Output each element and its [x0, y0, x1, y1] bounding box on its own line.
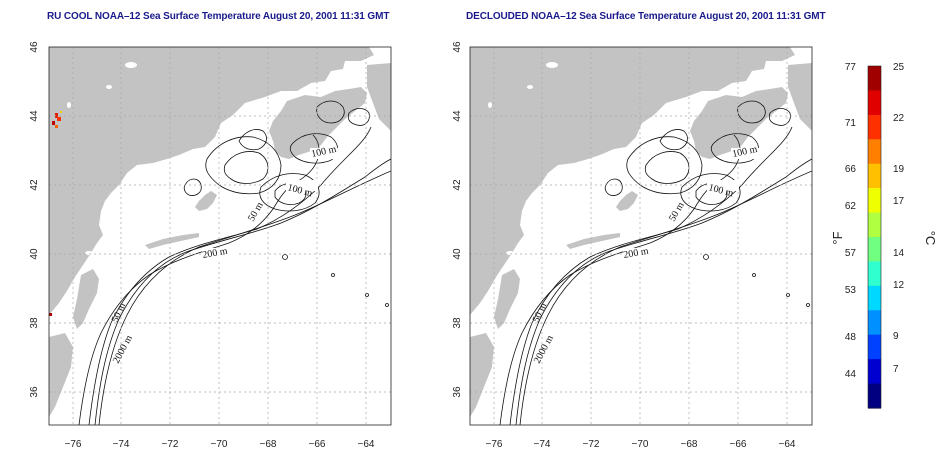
fahrenheit-tick-label: 48 — [845, 332, 857, 343]
colorbar-frame — [867, 65, 882, 409]
colorbar-fahrenheit-ticks: 77 71 66 62 57 53 48 44 — [845, 62, 857, 380]
x-tick-label: −76 — [486, 439, 503, 450]
x-tick-label: −70 — [211, 439, 228, 450]
x-tick-label: −74 — [113, 439, 130, 450]
y-tick-label: 38 — [452, 317, 463, 329]
contour-label: 200 m — [623, 246, 650, 261]
right-frame — [469, 46, 813, 426]
colorbar-celsius-ticks: 25 22 19 17 14 12 9 7 — [893, 62, 905, 375]
right-y-axis: 36 38 40 42 44 46 — [452, 41, 463, 398]
x-tick-label: −72 — [162, 439, 179, 450]
colorbar-cell — [868, 66, 881, 92]
celsius-tick-label: 14 — [893, 248, 905, 259]
colorbar-cell — [868, 359, 881, 385]
y-tick-label: 42 — [452, 179, 463, 191]
y-tick-label: 40 — [29, 248, 40, 260]
x-tick-label: −64 — [779, 439, 796, 450]
fahrenheit-tick-label: 66 — [845, 164, 857, 175]
fahrenheit-tick-label: 71 — [845, 118, 857, 129]
fahrenheit-tick-label: 57 — [845, 248, 857, 259]
fahrenheit-tick-label: 77 — [845, 62, 857, 73]
y-tick-label: 46 — [29, 41, 40, 53]
x-tick-label: −68 — [681, 439, 698, 450]
colorbar-cell — [868, 212, 881, 238]
y-tick-label: 44 — [452, 110, 463, 122]
colorbar-cell — [868, 261, 881, 287]
y-tick-label: 36 — [29, 386, 40, 398]
fahrenheit-tick-label: 44 — [845, 369, 857, 380]
fahrenheit-tick-label: 62 — [845, 201, 857, 212]
colorbar-cell — [868, 163, 881, 189]
y-tick-label: 40 — [452, 248, 463, 260]
celsius-tick-label: 25 — [893, 62, 905, 73]
left-y-axis: 36 38 40 42 44 46 — [29, 41, 40, 398]
x-tick-label: −66 — [730, 439, 747, 450]
right-map-panel: 100 m 100 m 50 m 200 m 50 m 2000 m −76 −… — [452, 41, 813, 450]
fahrenheit-unit-label: °F — [830, 231, 845, 244]
fahrenheit-tick-label: 53 — [845, 285, 857, 296]
celsius-unit-label: °C — [923, 231, 938, 246]
colorbar-cell — [868, 383, 881, 409]
celsius-tick-label: 22 — [893, 113, 905, 124]
y-tick-label: 46 — [452, 41, 463, 53]
right-panel-title: DECLOUDED NOAA–12 Sea Surface Temperatur… — [466, 11, 826, 22]
left-map-panel: 100 m 100 m 50 m 200 m 50 m 2000 m −76 −… — [29, 41, 392, 450]
celsius-tick-label: 7 — [893, 364, 899, 375]
contour-label: 200 m — [202, 246, 229, 261]
x-tick-label: −72 — [583, 439, 600, 450]
colorbar-cell — [868, 310, 881, 336]
colorbar-cell — [868, 334, 881, 360]
left-x-axis: −76 −74 −72 −70 −68 −66 −64 — [65, 439, 375, 450]
contour-label: 100 m — [731, 144, 758, 160]
left-panel-title: RU COOL NOAA–12 Sea Surface Temperature … — [47, 11, 390, 22]
celsius-tick-label: 9 — [893, 331, 899, 342]
left-grid — [49, 47, 391, 425]
celsius-tick-label: 17 — [893, 196, 905, 207]
colorbar-cell — [868, 90, 881, 116]
colorbar-cell — [868, 237, 881, 263]
y-tick-label: 38 — [29, 317, 40, 329]
celsius-tick-label: 19 — [893, 164, 905, 175]
y-tick-label: 44 — [29, 110, 40, 122]
x-tick-label: −76 — [65, 439, 82, 450]
x-tick-label: −74 — [534, 439, 551, 450]
x-tick-label: −64 — [358, 439, 375, 450]
colorbar-cell — [868, 114, 881, 140]
y-tick-label: 36 — [452, 386, 463, 398]
left-frame — [48, 46, 392, 426]
colorbar-cell — [868, 139, 881, 165]
colorbar-cell — [868, 285, 881, 311]
x-tick-label: −66 — [309, 439, 326, 450]
colorbar: 77 71 66 62 57 53 48 44 25 22 19 17 14 1… — [830, 62, 938, 409]
left-sst-pixels — [49, 111, 62, 316]
colorbar-cell — [868, 188, 881, 214]
contour-label: 100 m — [310, 144, 337, 160]
celsius-tick-label: 12 — [893, 280, 905, 291]
right-x-axis: −76 −74 −72 −70 −68 −66 −64 — [486, 439, 796, 450]
y-tick-label: 42 — [29, 179, 40, 191]
x-tick-label: −70 — [632, 439, 649, 450]
x-tick-label: −68 — [260, 439, 277, 450]
colorbar-gradient — [868, 66, 881, 409]
right-grid — [470, 47, 812, 425]
